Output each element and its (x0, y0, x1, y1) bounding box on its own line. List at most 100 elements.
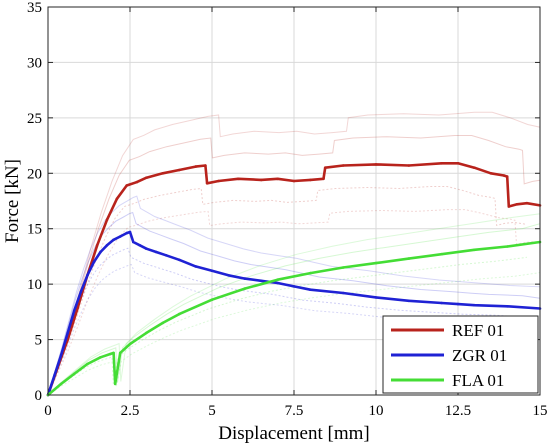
data-point-zgr01 (154, 250, 158, 254)
data-point-ref01 (177, 168, 181, 172)
data-point-ref01 (135, 180, 138, 184)
data-point-ref01 (323, 166, 327, 169)
data-point-ref01 (194, 165, 197, 168)
x-tick-label: 5 (208, 403, 216, 419)
faint-curve-1-0 (47, 211, 541, 396)
legend-label-fla01: FLA 01 (452, 371, 504, 390)
data-point-ref01 (489, 172, 493, 175)
data-point-ref01 (292, 179, 296, 183)
data-point-ref01 (204, 164, 207, 167)
data-point-ref01 (145, 176, 148, 179)
data-point-zgr01 (66, 331, 69, 335)
data-point-fla01 (118, 351, 122, 355)
data-point-fla01 (309, 271, 312, 275)
data-point-zgr01 (138, 244, 142, 247)
data-point-zgr01 (227, 274, 230, 277)
data-point-ref01 (341, 164, 345, 167)
data-point-fla01 (177, 312, 181, 316)
data-point-zgr01 (59, 353, 63, 357)
data-point-fla01 (99, 356, 102, 359)
data-point-fla01 (128, 342, 132, 346)
data-point-zgr01 (440, 301, 443, 305)
data-point-ref01 (105, 218, 109, 222)
faint-curve-0-1 (47, 186, 527, 396)
y-tick-label: 30 (27, 55, 42, 71)
background-specimen-curves (47, 111, 541, 396)
y-tick-label: 0 (35, 388, 43, 404)
faint-curve-1-1 (47, 247, 527, 396)
data-point-fla01 (243, 287, 247, 290)
data-point-ref01 (473, 166, 476, 169)
data-point-zgr01 (473, 303, 476, 307)
series-line-zgr01 (46, 230, 541, 396)
data-point-ref01 (115, 197, 119, 201)
y-tick-label: 15 (27, 222, 42, 238)
data-point-fla01 (72, 372, 76, 376)
data-point-fla01 (276, 278, 279, 282)
data-point-fla01 (86, 362, 89, 366)
data-point-fla01 (440, 252, 443, 256)
data-point-zgr01 (99, 250, 102, 254)
x-tick-label: 0 (44, 403, 52, 419)
faint-curve-2-3 (47, 272, 541, 396)
data-point-zgr01 (118, 235, 122, 238)
data-point-zgr01 (505, 305, 509, 308)
x-tick-label: 2.5 (121, 403, 140, 419)
series-line-fla01 (47, 240, 541, 396)
data-point-ref01 (407, 164, 411, 167)
data-point-ref01 (76, 307, 79, 310)
data-point-zgr01 (53, 373, 56, 377)
x-axis-title: Displacement [mm] (218, 423, 369, 444)
data-point-zgr01 (132, 240, 135, 244)
data-point-fla01 (210, 298, 214, 302)
faint-curve-2-0 (47, 223, 541, 396)
data-point-fla01 (109, 352, 112, 356)
x-tick-label: 12.5 (445, 403, 471, 419)
data-point-zgr01 (374, 296, 378, 299)
data-point-zgr01 (456, 302, 460, 306)
data-point-zgr01 (145, 247, 148, 250)
data-point-zgr01 (292, 285, 296, 288)
data-point-ref01 (515, 203, 519, 206)
data-point-ref01 (95, 244, 99, 247)
data-point-fla01 (113, 382, 117, 386)
data-point-fla01 (374, 261, 378, 265)
data-point-ref01 (259, 178, 263, 182)
data-point-zgr01 (128, 230, 132, 234)
data-point-zgr01 (72, 309, 76, 313)
data-point-zgr01 (407, 299, 411, 303)
x-tick-label: 15 (533, 403, 548, 419)
data-point-fla01 (145, 331, 148, 335)
data-point-ref01 (161, 172, 165, 175)
data-point-zgr01 (177, 258, 181, 262)
y-axis-title: Force [kN] (2, 159, 23, 243)
y-tick-label: 20 (27, 166, 42, 182)
data-point-zgr01 (309, 288, 312, 292)
legend-label-ref01: REF 01 (452, 321, 504, 340)
y-tick-label: 25 (27, 111, 42, 127)
data-point-zgr01 (79, 290, 83, 294)
faint-curve-0-3 (47, 209, 541, 396)
data-point-zgr01 (243, 277, 247, 280)
series-lines (46, 162, 542, 397)
y-tick-label: 10 (27, 277, 42, 293)
data-point-ref01 (505, 175, 509, 178)
data-point-zgr01 (112, 238, 115, 242)
data-point-fla01 (59, 382, 63, 386)
data-point-ref01 (374, 163, 378, 166)
faint-curve-2-2 (47, 208, 541, 396)
data-point-zgr01 (105, 244, 109, 247)
data-point-ref01 (125, 184, 128, 187)
faint-curve-1-2 (47, 195, 541, 396)
x-tick-label: 10 (369, 403, 384, 419)
data-point-ref01 (322, 177, 325, 181)
data-point-ref01 (217, 179, 220, 183)
data-point-ref01 (525, 201, 529, 205)
faint-curve-1-3 (47, 264, 541, 396)
legend-label-zgr01: ZGR 01 (452, 346, 507, 365)
faint-curve-0-2 (47, 111, 541, 396)
data-point-fla01 (112, 351, 115, 355)
data-point-ref01 (440, 162, 443, 165)
y-tick-label: 35 (27, 0, 42, 16)
